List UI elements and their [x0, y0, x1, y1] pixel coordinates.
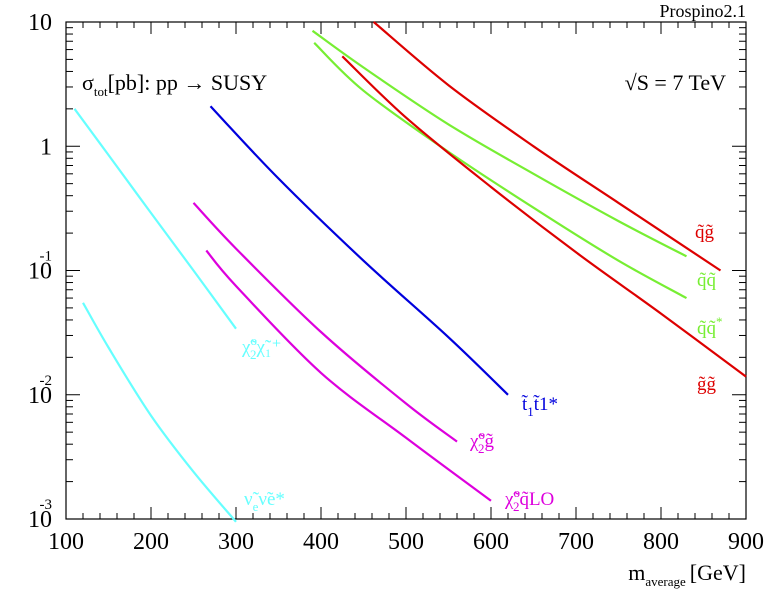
x-tick-label: 100 [48, 529, 84, 555]
series-line-qg [372, 21, 722, 272]
x-tick-label: 800 [643, 529, 679, 555]
x-axis-label-unit: [GeV] [690, 560, 746, 585]
x-tick-label: 700 [558, 529, 594, 555]
title-sub: tot [94, 84, 108, 99]
y-tick-exponent: -3 [40, 497, 53, 513]
x-axis-label: maverage [GeV] [628, 560, 746, 589]
y-tick-exponent: -1 [40, 249, 53, 265]
title-rest: [pb]: pp → SUSY [108, 70, 268, 95]
series-line-chi20-gluino [192, 202, 458, 443]
x-tick-label: 400 [303, 529, 339, 555]
series-line-chi20-squark-lo [205, 249, 492, 502]
x-axis-label-main: m [628, 560, 645, 585]
x-axis-label-sub: average [645, 574, 686, 589]
series-line-chi20-chi1plus [73, 108, 237, 330]
series-line-gg [341, 55, 747, 378]
series-label-stop-pair: t̃1t̃1* [522, 394, 559, 419]
x-tick-label: 900 [728, 529, 764, 555]
axis-ticks [65, 22, 747, 520]
y-tick-label: 10 [28, 10, 52, 36]
y-tick-label: 10 [28, 507, 52, 533]
y-tick-label: 10 [28, 259, 52, 285]
program-label: Prospino2.1 [659, 1, 746, 21]
series-label-chi20-squark-lo: χ̃o 2q̃LO [504, 485, 554, 514]
series-label-chi20-chi1plus: χ̃o 2χ̃₁⁺ [241, 333, 282, 362]
x-tick-label: 200 [133, 529, 169, 555]
series-label-sneutrino-pair: ν̃eν̃e* [244, 489, 285, 514]
energy-label: √S = 7 TeV [625, 70, 726, 95]
series-labels: q̃g̃ q̃q̃ q̃q̃* g̃g̃ χ̃o 2χ̃₁⁺ ν̃eν̃e* t̃1t̃1* χ… [241, 222, 723, 514]
x-tick-label: 600 [473, 529, 509, 555]
y-tick-label: 10 [28, 383, 52, 409]
series-label-qq-star: q̃q̃* [697, 314, 723, 339]
series-label-chi20-gluino: χ̃o 2g̃ [469, 427, 494, 456]
series-lines [73, 21, 747, 523]
x-tick-label: 300 [218, 529, 254, 555]
y-tick-exponent: -2 [40, 373, 53, 389]
title-sigma: σ [82, 70, 94, 95]
series-label-qq: q̃q̃ [697, 270, 717, 291]
x-tick-label: 500 [388, 529, 424, 555]
series-line-qq [311, 29, 688, 258]
x-tick-labels: 100 200 300 400 500 600 700 800 900 [48, 529, 764, 555]
y-tick-label: 1 [40, 134, 52, 160]
series-label-qg: q̃g̃ [695, 222, 715, 243]
series-line-qq-star [313, 42, 688, 300]
series-line-sneutrino-pair [82, 302, 237, 523]
series-label-gg: g̃g̃ [697, 374, 717, 395]
series-line-stop-pair [209, 105, 509, 396]
chart-title: σtot[pb]: pp → SUSY [82, 70, 267, 99]
